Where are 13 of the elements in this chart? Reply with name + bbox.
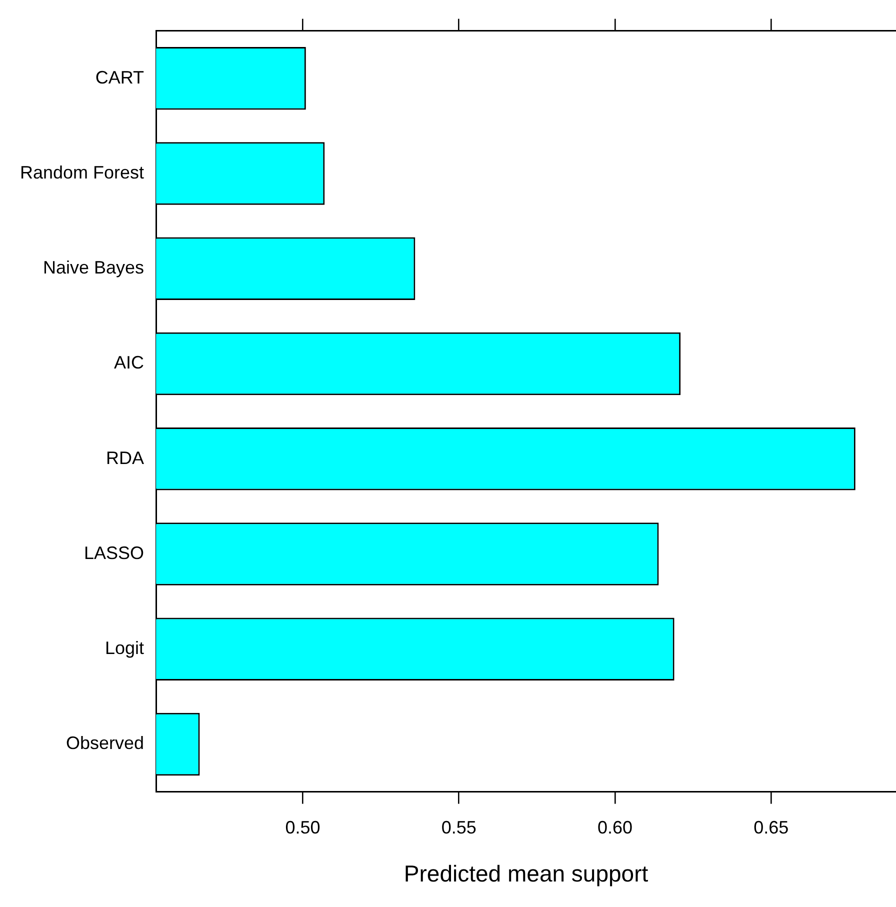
y-tick-label: Random Forest — [20, 162, 144, 182]
y-tick-label: Naive Bayes — [42, 258, 144, 278]
x-tick-label: 0.50 — [285, 818, 320, 838]
x-tick-label: 0.60 — [597, 818, 633, 838]
y-tick-label: Observed — [66, 733, 144, 754]
y-tick-label: RDA — [106, 448, 144, 468]
x-tick-label: 0.65 — [754, 818, 789, 838]
x-tick-label: 0.55 — [441, 818, 476, 838]
y-tick-label: LASSO — [84, 542, 144, 563]
x-axis-title: Predicted mean support — [404, 860, 649, 887]
y-tick-label: CART — [95, 67, 144, 88]
y-tick-label: Logit — [105, 638, 144, 658]
y-tick-label: AIC — [114, 352, 144, 373]
